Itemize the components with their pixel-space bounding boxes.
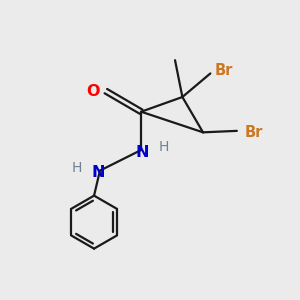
Text: H: H [158, 140, 169, 154]
Text: Br: Br [215, 63, 233, 78]
Text: Br: Br [244, 125, 262, 140]
Text: N: N [136, 145, 149, 160]
Text: N: N [92, 165, 105, 180]
Text: O: O [86, 84, 99, 99]
Text: H: H [72, 161, 82, 175]
